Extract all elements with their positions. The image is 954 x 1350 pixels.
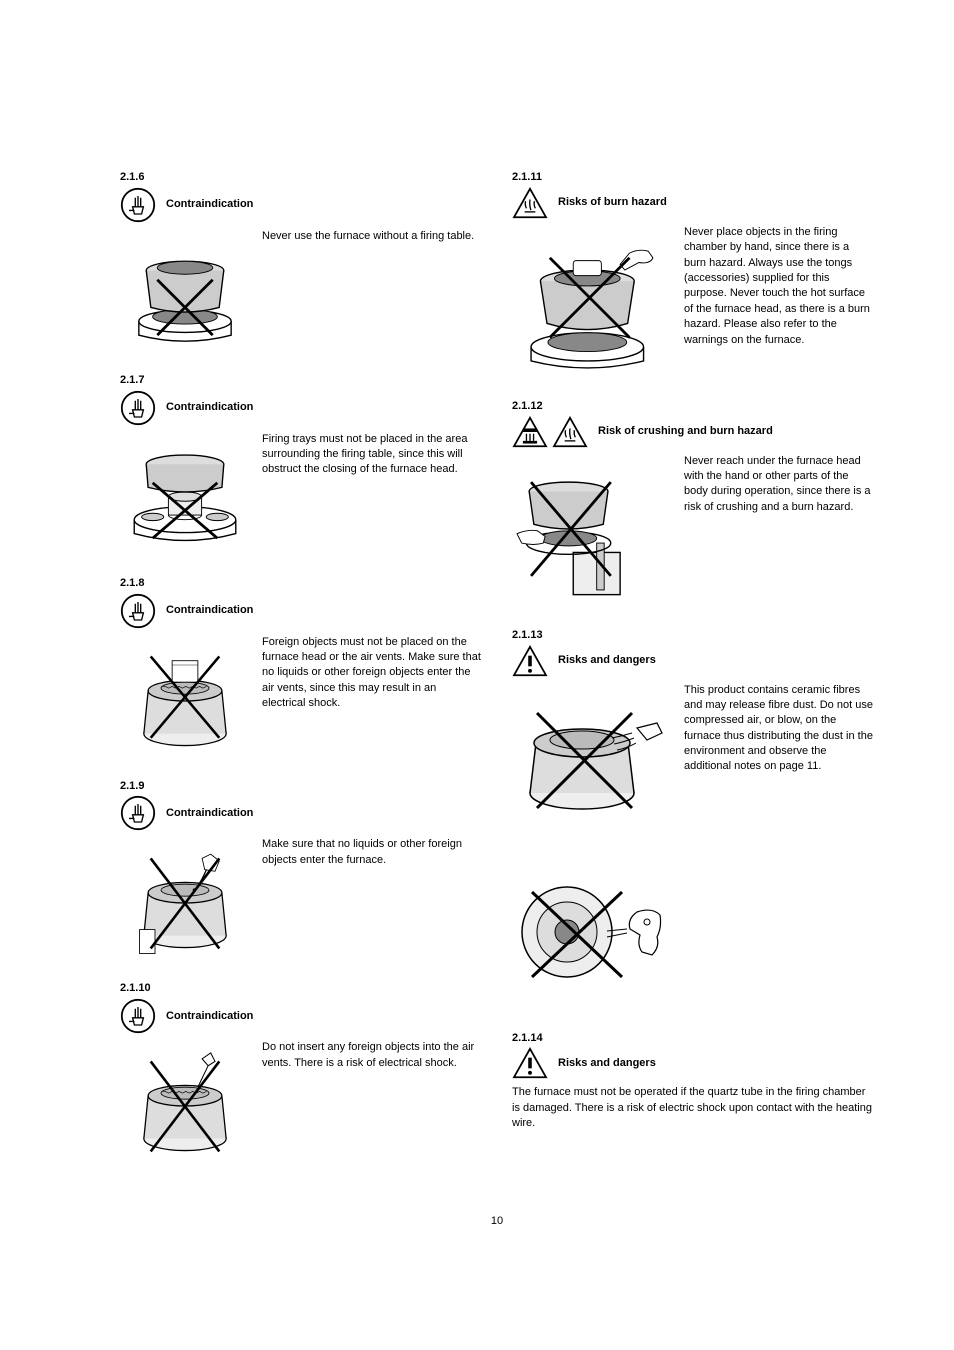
section-body: Make sure that no liquids or other forei… [120,837,482,957]
illustration-blow-dust [512,857,672,1007]
section-desc: Make sure that no liquids or other forei… [262,837,482,957]
section-header: Contraindication [120,187,482,223]
section-2-1-7: 2.1.7 Contraindication [120,373,482,552]
section-title: Contraindication [166,197,253,212]
section-title: Risks and dangers [558,1056,656,1071]
illustration-no-liquids [120,837,250,957]
section-header: Risks of burn hazard [512,187,874,219]
contraindication-icon [120,390,156,426]
section-2-1-14: 2.1.14 Risks and dangers The furnace mus… [512,1031,874,1132]
crushing-hazard-icon [512,416,548,448]
illustration-compressed-air [512,683,672,833]
section-title: Contraindication [166,806,253,821]
section-body: Firing trays must not be placed in the a… [120,432,482,552]
section-2-1-10: 2.1.10 Contraindication [120,981,482,1160]
section-desc: Never reach under the furnace head with … [684,454,874,604]
spacer [684,857,874,1007]
section-number: 2.1.11 [512,170,874,185]
section-header: Contraindication [120,998,482,1034]
section-number: 2.1.8 [120,576,482,591]
danger-icon [512,645,548,677]
section-header: Risks and dangers [512,1047,874,1079]
section-number: 2.1.13 [512,628,874,643]
left-column: 2.1.6 Contraindication [120,170,482,1184]
section-body: Never place objects in the firing chambe… [512,225,874,375]
section-number: 2.1.14 [512,1031,874,1046]
section-header: Risks and dangers [512,645,874,677]
crush-burn-icon-group [512,416,588,448]
page-number: 10 [120,1214,874,1229]
section-body: This product contains ceramic fibres and… [512,683,874,833]
section-title: Contraindication [166,400,253,415]
burn-hazard-icon [552,416,588,448]
section-desc: Do not insert any foreign objects into t… [262,1040,482,1160]
section-desc: The furnace must not be operated if the … [512,1085,874,1131]
section-2-1-6: 2.1.6 Contraindication [120,170,482,349]
illustration-no-firing-table [120,229,250,349]
section-header: Contraindication [120,795,482,831]
section-2-1-9: 2.1.9 Contraindication [120,779,482,958]
section-body: Never use the furnace without a firing t… [120,229,482,349]
section-desc: Firing trays must not be placed in the a… [262,432,482,552]
section-2-1-12: 2.1.12 Risk of crushing and burn [512,399,874,604]
section-number: 2.1.12 [512,399,874,414]
section-number: 2.1.9 [120,779,482,794]
section-body: Never reach under the furnace head with … [512,454,874,604]
section-title: Risks of burn hazard [558,195,667,210]
section-desc: This product contains ceramic fibres and… [684,683,874,833]
illustration-foreign-objects-head [120,635,250,755]
contraindication-icon [120,998,156,1034]
section-body: Do not insert any foreign objects into t… [120,1040,482,1160]
section-2-1-13: 2.1.13 Risks and dangers [512,628,874,1007]
section-desc: Foreign objects must not be placed on th… [262,635,482,755]
section-2-1-8: 2.1.8 Contraindication [120,576,482,755]
section-header: Contraindication [120,390,482,426]
section-2-1-11: 2.1.11 Risks of burn hazard [512,170,874,375]
contraindication-icon [120,795,156,831]
page-columns: 2.1.6 Contraindication [120,170,874,1184]
section-header: Risk of crushing and burn hazard [512,416,874,448]
contraindication-icon [120,187,156,223]
section-number: 2.1.7 [120,373,482,388]
contraindication-icon [120,593,156,629]
section-desc: Never use the furnace without a firing t… [262,229,482,349]
section-title: Contraindication [166,1009,253,1024]
section-body-extra [512,857,874,1007]
illustration-firing-tray-placement [120,432,250,552]
burn-hazard-icon [512,187,548,219]
section-title: Risks and dangers [558,653,656,668]
illustration-burn-hazard [512,225,672,375]
section-number: 2.1.10 [120,981,482,996]
illustration-crushing-hazard [512,454,672,604]
section-title: Risk of crushing and burn hazard [598,424,773,439]
section-header: Contraindication [120,593,482,629]
section-number: 2.1.6 [120,170,482,185]
right-column: 2.1.11 Risks of burn hazard [512,170,874,1184]
section-desc: Never place objects in the firing chambe… [684,225,874,375]
section-body: Foreign objects must not be placed on th… [120,635,482,755]
danger-icon [512,1047,548,1079]
illustration-air-vents [120,1040,250,1160]
section-title: Contraindication [166,603,253,618]
